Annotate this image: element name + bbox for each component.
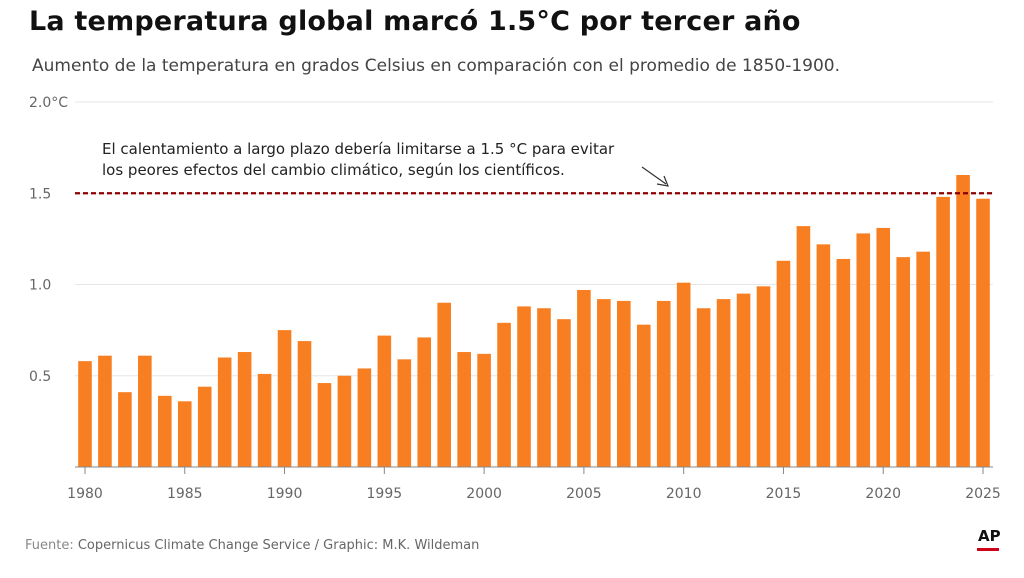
x-tick-label: 2000 <box>466 486 502 502</box>
x-tick-label: 2020 <box>865 486 901 502</box>
bar <box>856 233 871 467</box>
bar <box>597 299 611 467</box>
source-note: Fuente: Copernicus Climate Change Servic… <box>25 538 479 553</box>
bar <box>417 337 432 467</box>
source-label: Fuente: <box>25 538 74 553</box>
bar <box>277 330 292 467</box>
bar <box>976 198 990 467</box>
bar <box>577 289 591 467</box>
bars <box>78 175 990 467</box>
bar <box>716 299 731 467</box>
bar <box>896 257 910 467</box>
chart-subtitle: Aumento de la temperatura en grados Cels… <box>32 56 840 76</box>
bar <box>617 300 631 467</box>
bar <box>118 392 132 467</box>
bar <box>337 375 352 467</box>
bar <box>437 302 451 467</box>
bar <box>217 357 232 467</box>
y-tick-label: 1.0 <box>29 278 51 294</box>
source-text: Copernicus Climate Change Service / Grap… <box>77 538 480 553</box>
bar <box>636 324 651 467</box>
bar <box>197 386 212 467</box>
ap-logo: AP <box>978 527 1001 545</box>
bar <box>297 341 312 467</box>
bar <box>696 308 711 467</box>
x-tick-label: 1985 <box>167 486 203 502</box>
bar <box>656 300 671 467</box>
x-tick-label: 1980 <box>67 486 103 502</box>
bar <box>816 244 831 467</box>
bar <box>78 361 92 467</box>
annotation-line: los peores efectos del cambio climático,… <box>102 161 565 179</box>
bar <box>377 335 392 467</box>
bar <box>317 383 332 467</box>
bar <box>98 355 112 467</box>
x-tick-label: 1990 <box>267 486 303 502</box>
bar <box>177 401 192 467</box>
y-tick-label: 2.0°C <box>29 95 68 111</box>
annotation-arrow-head <box>656 175 669 187</box>
bar <box>796 226 811 467</box>
bar <box>776 260 791 467</box>
bar <box>736 293 751 467</box>
ap-logo-bar <box>977 548 999 551</box>
bar <box>676 282 691 467</box>
bar <box>497 322 511 467</box>
x-axis <box>75 466 993 474</box>
x-tick-label: 2015 <box>766 486 802 502</box>
y-tick-label: 1.5 <box>29 186 51 202</box>
x-tick-label: 2005 <box>566 486 602 502</box>
bar <box>457 352 471 467</box>
bar <box>557 319 571 467</box>
bar <box>756 286 771 467</box>
axis-labels: 0.5 1.0 1.5 2.0°C 1980 1985 1990 1995 2000 2005 20… <box>29 95 1001 502</box>
bar <box>257 373 272 467</box>
bar <box>876 227 891 467</box>
bar <box>397 359 412 467</box>
bar <box>836 258 851 467</box>
bar <box>357 368 372 467</box>
bar <box>477 353 491 467</box>
annotation-line: El calentamiento a largo plazo debería l… <box>102 140 615 158</box>
annotation: El calentamiento a largo plazo debería l… <box>102 140 669 187</box>
x-tick-label: 2010 <box>666 486 702 502</box>
bar <box>956 175 970 467</box>
bar <box>916 251 930 467</box>
annotation-arrow-shaft <box>641 166 667 185</box>
x-tick-label: 2025 <box>965 486 1001 502</box>
bar <box>138 355 152 467</box>
y-tick-label: 0.5 <box>29 369 51 385</box>
bar <box>158 395 172 467</box>
bar <box>237 352 252 467</box>
bar <box>936 196 950 467</box>
chart-title: La temperatura global marcó 1.5°C por te… <box>29 6 801 37</box>
bar <box>517 306 531 467</box>
bar <box>537 308 551 467</box>
x-tick-label: 1995 <box>367 486 403 502</box>
